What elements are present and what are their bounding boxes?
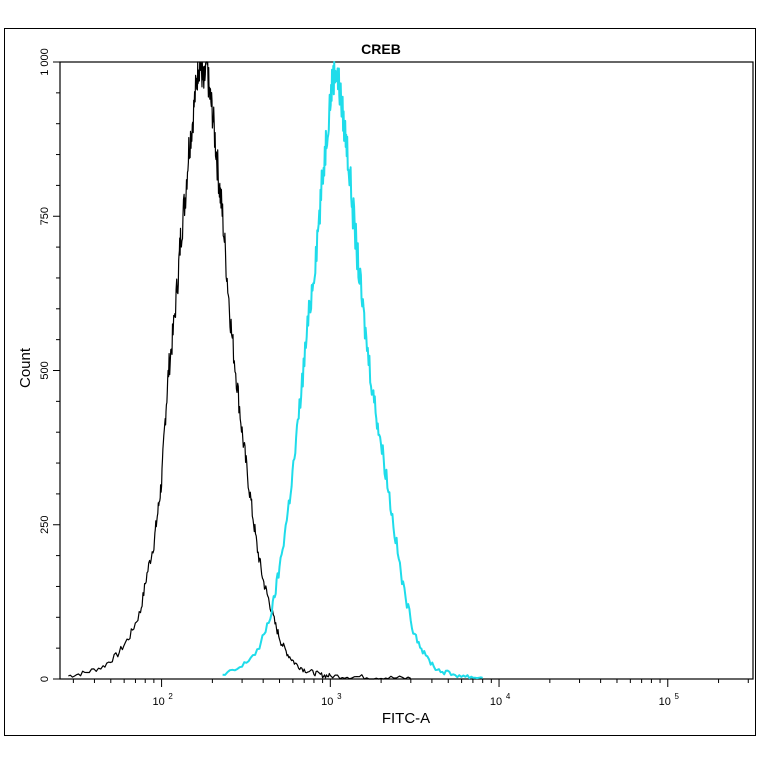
x-tick-label: 10 [659,696,671,708]
chart-frame [4,28,756,736]
series-group [68,61,483,680]
x-tick-label: 10 [152,696,164,708]
y-axis-label: Count [17,347,34,388]
series-line-1 [68,61,412,680]
x-tick-exponent: 2 [168,692,173,701]
series-line-2 [222,61,483,680]
y-tick-label: 0 [39,676,51,682]
chart-title: CREB [361,41,401,57]
x-tick-exponent: 4 [506,692,511,701]
plot-area [59,61,754,680]
y-tick-label: 500 [39,361,51,379]
y-axis: 0 250 500 750 1 000 [39,48,60,682]
y-tick-label: 250 [39,516,51,534]
y-tick-label: 750 [39,207,51,225]
y-tick-label: 1 000 [39,48,51,76]
x-tick-label: 10 [321,696,333,708]
x-tick-label: 10 [490,696,502,708]
x-axis: 10 2 10 3 10 4 10 5 [72,679,749,708]
x-axis-label: FITC-A [382,710,430,727]
x-tick-exponent: 3 [337,692,342,701]
x-tick-exponent: 5 [675,692,680,701]
